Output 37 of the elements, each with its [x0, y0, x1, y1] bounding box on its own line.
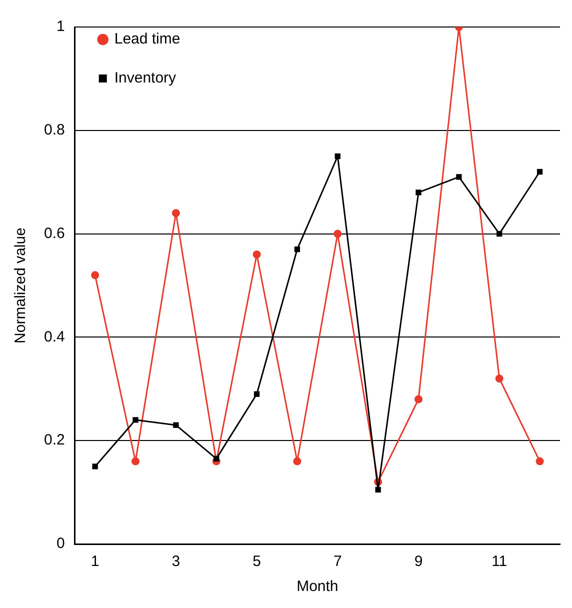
x-tick-label: 5	[252, 553, 261, 570]
y-axis-title: Normalized value	[12, 228, 30, 344]
point	[536, 168, 543, 175]
y-tick-label: 0.8	[44, 122, 65, 139]
point	[456, 174, 462, 180]
point	[254, 391, 260, 397]
point	[132, 417, 138, 423]
point	[131, 457, 140, 466]
point	[334, 230, 342, 238]
x-axis-title: Month	[296, 578, 338, 596]
x-tick-label: 7	[333, 553, 342, 570]
point	[214, 456, 220, 462]
point	[496, 230, 502, 237]
y-tick-label: 1	[56, 18, 65, 36]
y-tick-label: 0.6	[44, 224, 65, 242]
point	[173, 422, 179, 428]
point	[495, 374, 504, 383]
y-tick-label: 0.4	[44, 328, 65, 346]
point	[536, 457, 544, 466]
x-tick-label: 3	[172, 553, 180, 570]
x-tick-label: 9	[414, 553, 423, 570]
legend-label: Inventory	[114, 70, 177, 87]
point	[92, 464, 98, 470]
y-tick-label: 0.2	[44, 432, 65, 449]
point	[334, 153, 340, 160]
point	[375, 486, 381, 493]
point	[252, 250, 261, 258]
point	[416, 190, 422, 196]
x-tick-label: 1	[90, 553, 100, 570]
y-tick-label: 0	[56, 535, 65, 552]
point	[91, 271, 100, 280]
point	[414, 395, 422, 404]
legend-label: Lead time	[114, 30, 180, 48]
x-tick-label: 11	[492, 553, 508, 570]
point	[172, 209, 180, 218]
point	[293, 457, 302, 466]
point	[294, 246, 300, 252]
